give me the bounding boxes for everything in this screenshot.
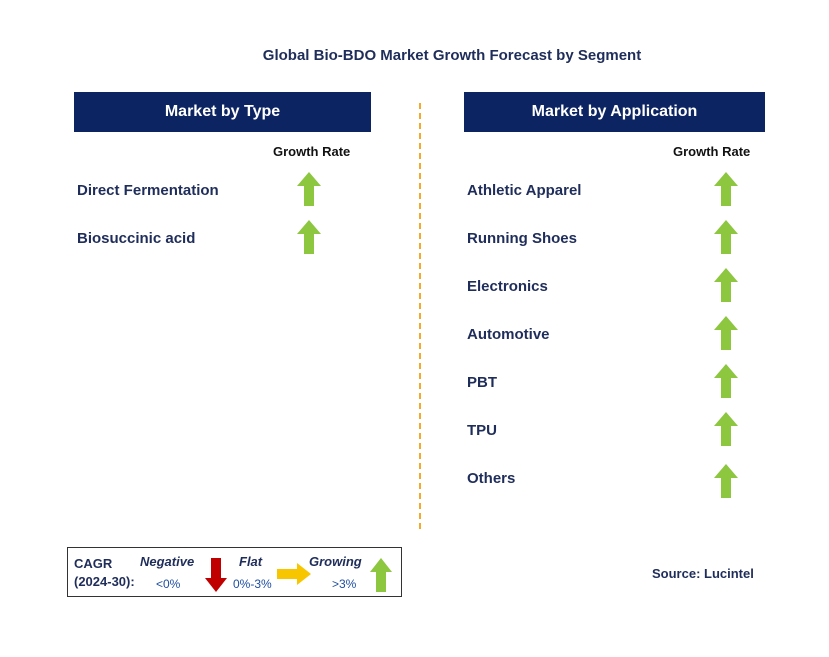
growing-arrow-icon <box>714 364 738 398</box>
flat-arrow-icon <box>277 563 311 585</box>
application-item-electronics: Electronics <box>467 278 548 295</box>
type-item-direct-fermentation: Direct Fermentation <box>77 182 219 199</box>
growing-arrow-icon <box>714 316 738 350</box>
source-label: Source: Lucintel <box>652 566 754 581</box>
market-by-type-header: Market by Type <box>74 92 371 132</box>
application-growth-rate-label: Growth Rate <box>673 144 751 159</box>
panel-divider <box>419 103 421 529</box>
application-item-others: Others <box>467 470 516 487</box>
application-item-tpu: TPU <box>467 422 497 439</box>
growing-arrow-icon <box>714 412 738 446</box>
market-by-application-header: Market by Application <box>464 92 765 132</box>
legend-flat-label: Flat <box>239 554 263 569</box>
cagr-legend: CAGR (2024-30): Negative <0% Flat 0%-3% … <box>67 547 402 597</box>
growing-arrow-icon <box>370 558 392 592</box>
type-growth-rate-label: Growth Rate <box>273 144 351 159</box>
legend-cagr-period: (2024-30): <box>74 574 135 589</box>
application-item-automotive: Automotive <box>467 326 550 343</box>
growing-arrow-icon <box>714 172 738 206</box>
legend-flat-range: 0%-3% <box>233 577 272 591</box>
growing-arrow-icon <box>714 464 738 498</box>
application-item-pbt: PBT <box>467 374 497 391</box>
negative-arrow-icon <box>205 558 227 592</box>
legend-growing-label: Growing <box>309 554 362 569</box>
legend-negative-range: <0% <box>156 577 181 591</box>
type-item-biosuccinic-acid: Biosuccinic acid <box>77 230 196 247</box>
growing-arrow-icon <box>714 220 738 254</box>
growing-arrow-icon <box>297 220 321 254</box>
growing-arrow-icon <box>297 172 321 206</box>
legend-cagr-label: CAGR <box>74 556 113 571</box>
chart-title: Global Bio-BDO Market Growth Forecast by… <box>262 47 642 64</box>
application-item-running-shoes: Running Shoes <box>467 230 577 247</box>
legend-growing-range: >3% <box>332 577 357 591</box>
growing-arrow-icon <box>714 268 738 302</box>
application-item-athletic-apparel: Athletic Apparel <box>467 182 582 199</box>
legend-negative-label: Negative <box>140 554 195 569</box>
